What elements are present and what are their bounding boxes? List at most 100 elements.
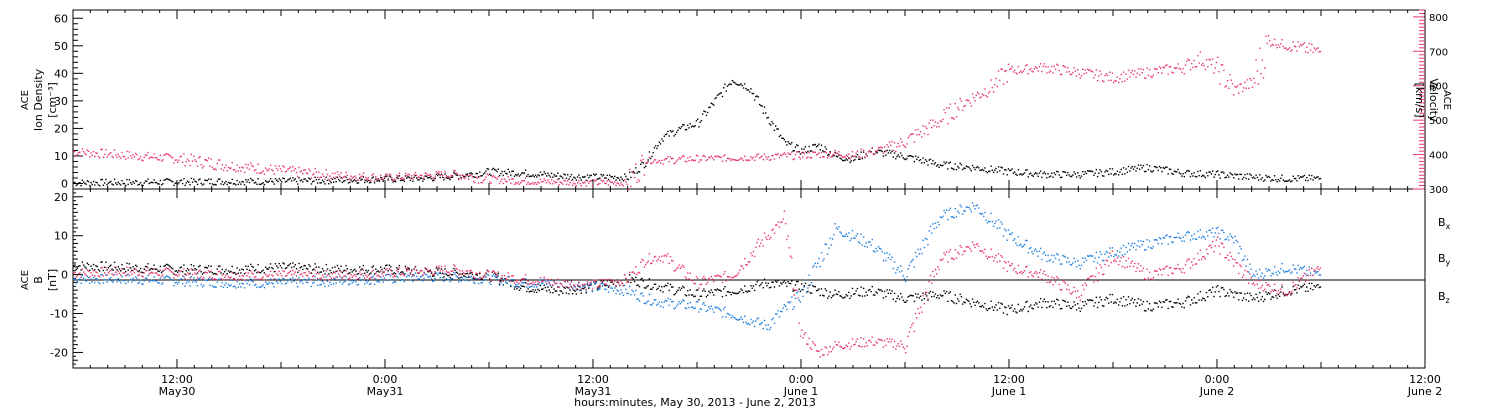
bz-point bbox=[169, 269, 171, 272]
by-point bbox=[425, 274, 428, 276]
density-point bbox=[1165, 166, 1167, 168]
bx-point bbox=[290, 266, 293, 269]
density-point bbox=[464, 175, 466, 178]
bx-point bbox=[1277, 293, 1280, 296]
bz-point bbox=[100, 267, 102, 269]
by-point bbox=[372, 275, 375, 277]
density-point bbox=[510, 174, 512, 176]
velocity-point bbox=[1177, 63, 1179, 65]
density-point bbox=[625, 175, 627, 178]
bz-point bbox=[120, 274, 122, 276]
bx-point bbox=[1059, 308, 1062, 310]
velocity-point bbox=[667, 156, 669, 158]
bz-point bbox=[237, 278, 240, 281]
density-point bbox=[685, 128, 688, 131]
velocity-point bbox=[1103, 81, 1105, 83]
by-point bbox=[1023, 243, 1026, 246]
velocity-point bbox=[274, 165, 277, 167]
by-point bbox=[418, 278, 420, 280]
velocity-point bbox=[460, 178, 462, 180]
velocity-point bbox=[97, 155, 100, 158]
bx-point bbox=[1141, 303, 1143, 305]
density-point bbox=[1207, 175, 1209, 177]
velocity-point bbox=[418, 176, 420, 178]
bx-point bbox=[498, 283, 501, 285]
by-point bbox=[1080, 264, 1083, 267]
velocity-point bbox=[1058, 69, 1060, 72]
bx-point bbox=[1254, 298, 1256, 301]
bx-point bbox=[661, 286, 663, 288]
velocity-point bbox=[523, 180, 526, 182]
by-point bbox=[935, 226, 938, 229]
velocity-point bbox=[506, 181, 508, 183]
bx-point bbox=[990, 300, 992, 302]
bx-point bbox=[250, 263, 252, 266]
density-point bbox=[324, 183, 326, 185]
bx-point bbox=[1089, 299, 1091, 301]
velocity-point bbox=[649, 162, 652, 165]
velocity-point bbox=[984, 88, 986, 90]
by-point bbox=[543, 278, 545, 280]
bz-point bbox=[118, 272, 121, 275]
bx-point bbox=[635, 276, 637, 279]
by-point bbox=[855, 234, 857, 237]
bx-point bbox=[199, 264, 201, 267]
bx-point bbox=[1189, 304, 1192, 306]
by-point bbox=[933, 227, 935, 230]
by-point bbox=[1313, 270, 1315, 273]
velocity-point bbox=[515, 181, 517, 184]
velocity-point bbox=[1273, 38, 1276, 41]
bz-point bbox=[360, 274, 362, 276]
bx-point bbox=[252, 266, 254, 268]
density-point bbox=[1048, 176, 1051, 178]
by-point bbox=[735, 318, 737, 320]
bx-point bbox=[479, 272, 481, 275]
by-point bbox=[849, 239, 851, 242]
velocity-point bbox=[637, 178, 639, 181]
top-right-tick-label: 300 bbox=[1429, 185, 1448, 196]
velocity-point bbox=[382, 179, 384, 181]
velocity-point bbox=[588, 182, 590, 184]
by-point bbox=[797, 290, 799, 293]
velocity-point bbox=[601, 180, 604, 183]
by-point bbox=[403, 280, 405, 283]
bz-point bbox=[82, 271, 85, 273]
density-point bbox=[482, 173, 485, 175]
bx-point bbox=[1122, 296, 1125, 298]
density-point bbox=[1150, 170, 1152, 172]
by-point bbox=[916, 255, 918, 258]
density-point bbox=[177, 183, 179, 185]
velocity-point bbox=[324, 178, 326, 181]
velocity-point bbox=[820, 151, 823, 154]
bx-point bbox=[595, 281, 597, 283]
density-point bbox=[472, 176, 475, 178]
by-point bbox=[1114, 253, 1116, 256]
by-point bbox=[695, 301, 698, 303]
by-point bbox=[179, 278, 181, 281]
by-point bbox=[794, 297, 797, 300]
bx-point bbox=[1203, 298, 1205, 300]
by-point bbox=[1214, 232, 1216, 234]
density-point bbox=[879, 149, 881, 152]
bz-point bbox=[635, 266, 637, 268]
velocity-point bbox=[893, 142, 896, 144]
density-point bbox=[772, 122, 774, 125]
bz-point bbox=[581, 283, 584, 286]
velocity-point bbox=[831, 154, 834, 156]
by-point bbox=[496, 278, 498, 281]
velocity-point bbox=[939, 120, 942, 122]
by-point bbox=[616, 289, 618, 291]
bx-point bbox=[328, 273, 330, 275]
density-point bbox=[321, 179, 324, 182]
velocity-point bbox=[304, 169, 306, 171]
velocity-point bbox=[517, 181, 519, 183]
velocity-point bbox=[653, 159, 656, 161]
density-point bbox=[1266, 176, 1268, 178]
density-point bbox=[95, 181, 97, 183]
bx-point bbox=[215, 273, 217, 275]
bx-point bbox=[917, 293, 919, 295]
velocity-point bbox=[630, 185, 632, 188]
bx-point bbox=[1051, 300, 1053, 303]
velocity-point bbox=[994, 84, 996, 86]
density-point bbox=[1172, 173, 1174, 175]
